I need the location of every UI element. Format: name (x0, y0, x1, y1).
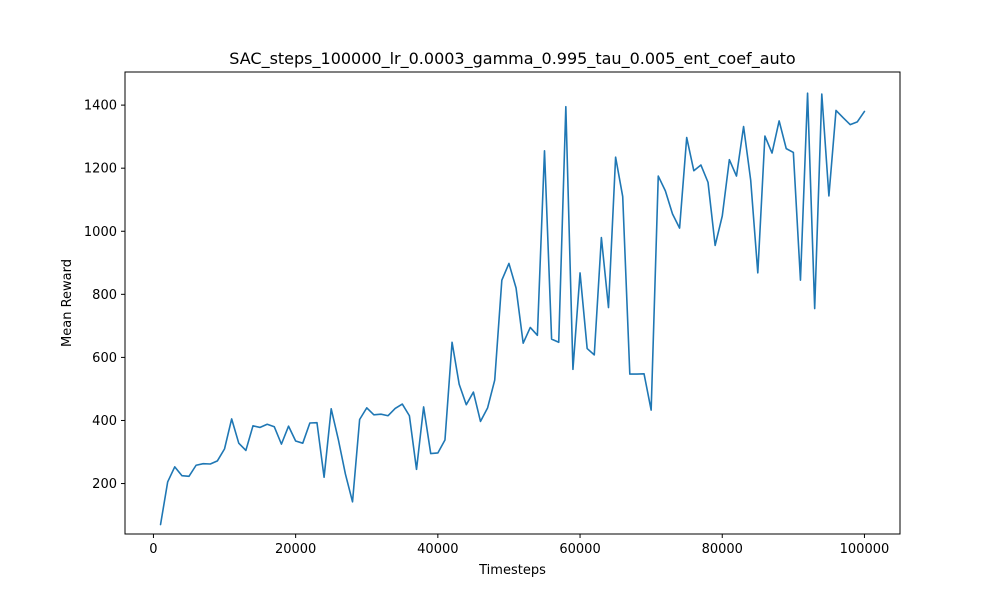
y-tick-label: 1200 (84, 162, 117, 177)
x-tick-label: 80000 (702, 542, 743, 557)
x-tick-label: 100000 (840, 542, 890, 557)
y-axis-label: Mean Reward (60, 259, 75, 347)
x-axis-label: Timesteps (478, 563, 546, 578)
x-tick-label: 20000 (275, 542, 316, 557)
y-axis: 200 400 600 800 1000 1200 1400 (84, 99, 125, 492)
y-tick-label: 800 (92, 288, 117, 303)
plot-content (159, 92, 866, 526)
series-line-0 (159, 92, 866, 526)
y-tick-label: 400 (92, 414, 117, 429)
x-tick-label: 0 (149, 542, 157, 557)
y-tick-label: 1400 (84, 99, 117, 114)
x-tick-label: 60000 (559, 542, 600, 557)
chart-title: SAC_steps_100000_lr_0.0003_gamma_0.995_t… (229, 49, 795, 69)
y-tick-label: 200 (92, 477, 117, 492)
x-axis: 0 20000 40000 60000 80000 100000 (149, 534, 889, 557)
plot-frame (124, 71, 901, 535)
y-tick-label: 600 (92, 351, 117, 366)
y-tick-label: 1000 (84, 225, 117, 240)
x-tick-label: 40000 (417, 542, 458, 557)
